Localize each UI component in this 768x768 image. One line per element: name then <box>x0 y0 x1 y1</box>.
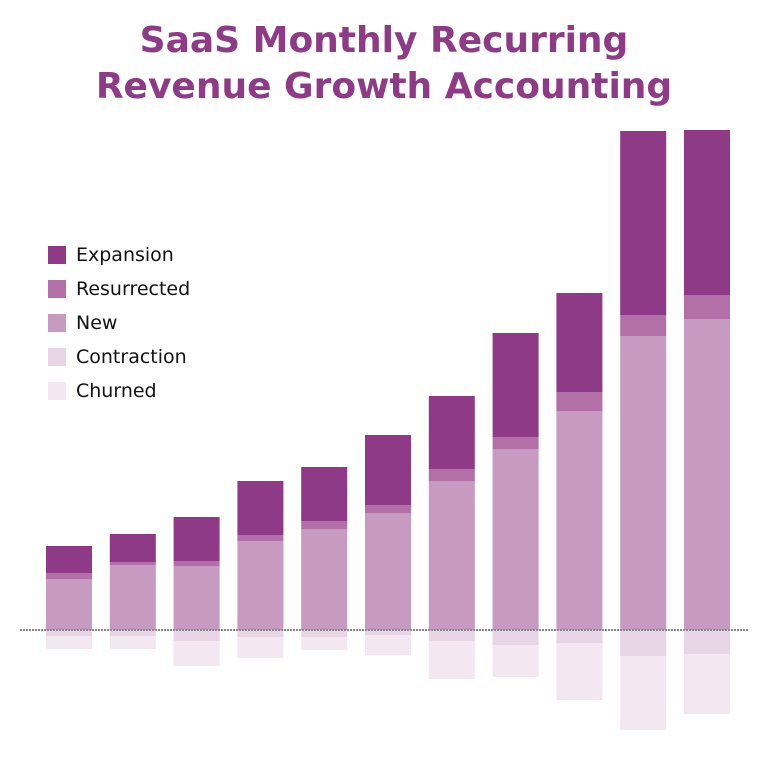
bar-segment-contraction-5 <box>301 630 348 637</box>
bar-segment-contraction-11 <box>684 630 730 654</box>
bar-segment-contraction-1 <box>46 630 92 636</box>
legend-label: Churned <box>76 380 157 402</box>
bar-segment-new-6 <box>365 513 411 630</box>
bar-segment-churned-5 <box>301 637 348 650</box>
bar-segment-expansion-6 <box>365 435 411 505</box>
bar-segment-contraction-4 <box>237 630 284 637</box>
bar-segment-new-4 <box>237 541 284 630</box>
legend-item-expansion: Expansion <box>48 238 190 272</box>
legend-swatch-new <box>48 314 66 332</box>
legend-swatch-resurrected <box>48 280 66 298</box>
bar-segment-resurrected-5 <box>301 521 348 529</box>
bar-segment-expansion-4 <box>237 481 284 535</box>
bar-segment-resurrected-8 <box>492 437 539 449</box>
legend-item-contraction: Contraction <box>48 340 190 374</box>
bar-segment-churned-6 <box>365 635 411 655</box>
bar-segment-expansion-11 <box>684 130 730 295</box>
bar-segment-resurrected-3 <box>173 561 220 566</box>
bar-segment-churned-1 <box>46 636 92 649</box>
bar-segment-expansion-2 <box>109 534 156 562</box>
bar-segment-resurrected-7 <box>428 469 475 481</box>
legend-item-churned: Churned <box>48 374 190 408</box>
legend-swatch-contraction <box>48 348 66 366</box>
legend-label: Expansion <box>76 244 174 266</box>
bar-segment-new-2 <box>109 565 156 630</box>
bar-segment-churned-9 <box>556 643 603 700</box>
bar-segment-contraction-10 <box>620 630 667 656</box>
bar-segment-churned-7 <box>428 641 475 679</box>
bar-segment-expansion-8 <box>492 333 539 437</box>
bar-segment-expansion-9 <box>556 293 603 392</box>
bar-segment-new-3 <box>173 566 220 630</box>
bar-segment-contraction-6 <box>365 630 411 635</box>
bar-segment-expansion-3 <box>173 517 220 561</box>
legend-item-new: New <box>48 306 190 340</box>
legend-label: Contraction <box>76 346 187 368</box>
bar-segment-contraction-7 <box>428 630 475 641</box>
bar-segment-resurrected-6 <box>365 505 411 513</box>
bar-segment-churned-4 <box>237 637 284 658</box>
chart-title-line-1: SaaS Monthly Recurring <box>139 20 629 61</box>
legend-swatch-churned <box>48 382 66 400</box>
bar-segment-contraction-8 <box>492 630 539 645</box>
bar-segment-new-5 <box>301 529 348 630</box>
legend-swatch-expansion <box>48 246 66 264</box>
bar-segment-resurrected-9 <box>556 392 603 411</box>
bar-segment-new-1 <box>46 579 92 630</box>
legend-label: New <box>76 312 118 334</box>
chart-title-line-2: Revenue Growth Accounting <box>95 66 673 107</box>
bar-segment-contraction-3 <box>173 630 220 641</box>
legend-label: Resurrected <box>76 278 191 300</box>
bar-segment-resurrected-2 <box>109 562 156 565</box>
bar-segment-new-10 <box>620 336 667 630</box>
bar-segment-churned-3 <box>173 641 220 666</box>
bar-segment-expansion-5 <box>301 467 348 521</box>
bar-segment-churned-2 <box>109 636 156 649</box>
bar-segment-expansion-1 <box>46 546 92 573</box>
bar-segment-new-7 <box>428 481 475 630</box>
bar-segment-resurrected-4 <box>237 535 284 541</box>
legend-item-resurrected: Resurrected <box>48 272 190 306</box>
bar-segment-new-11 <box>684 319 730 630</box>
bar-segment-resurrected-10 <box>620 315 667 336</box>
bar-segment-contraction-9 <box>556 630 603 643</box>
bar-segment-churned-10 <box>620 656 667 730</box>
bar-segment-new-9 <box>556 411 603 630</box>
bar-segment-churned-11 <box>684 654 730 714</box>
bar-segment-new-8 <box>492 449 539 630</box>
bar-segment-expansion-10 <box>620 131 667 315</box>
chart-legend: Expansion Resurrected New Contraction Churne… <box>48 238 190 408</box>
bar-segment-resurrected-11 <box>684 295 730 319</box>
bar-segment-resurrected-1 <box>46 573 92 579</box>
chart-title: SaaS Monthly Recurring Revenue Growth Ac… <box>0 18 768 110</box>
bar-segment-churned-8 <box>492 645 539 677</box>
bar-segment-contraction-2 <box>109 630 156 636</box>
bar-segment-expansion-7 <box>428 396 475 469</box>
